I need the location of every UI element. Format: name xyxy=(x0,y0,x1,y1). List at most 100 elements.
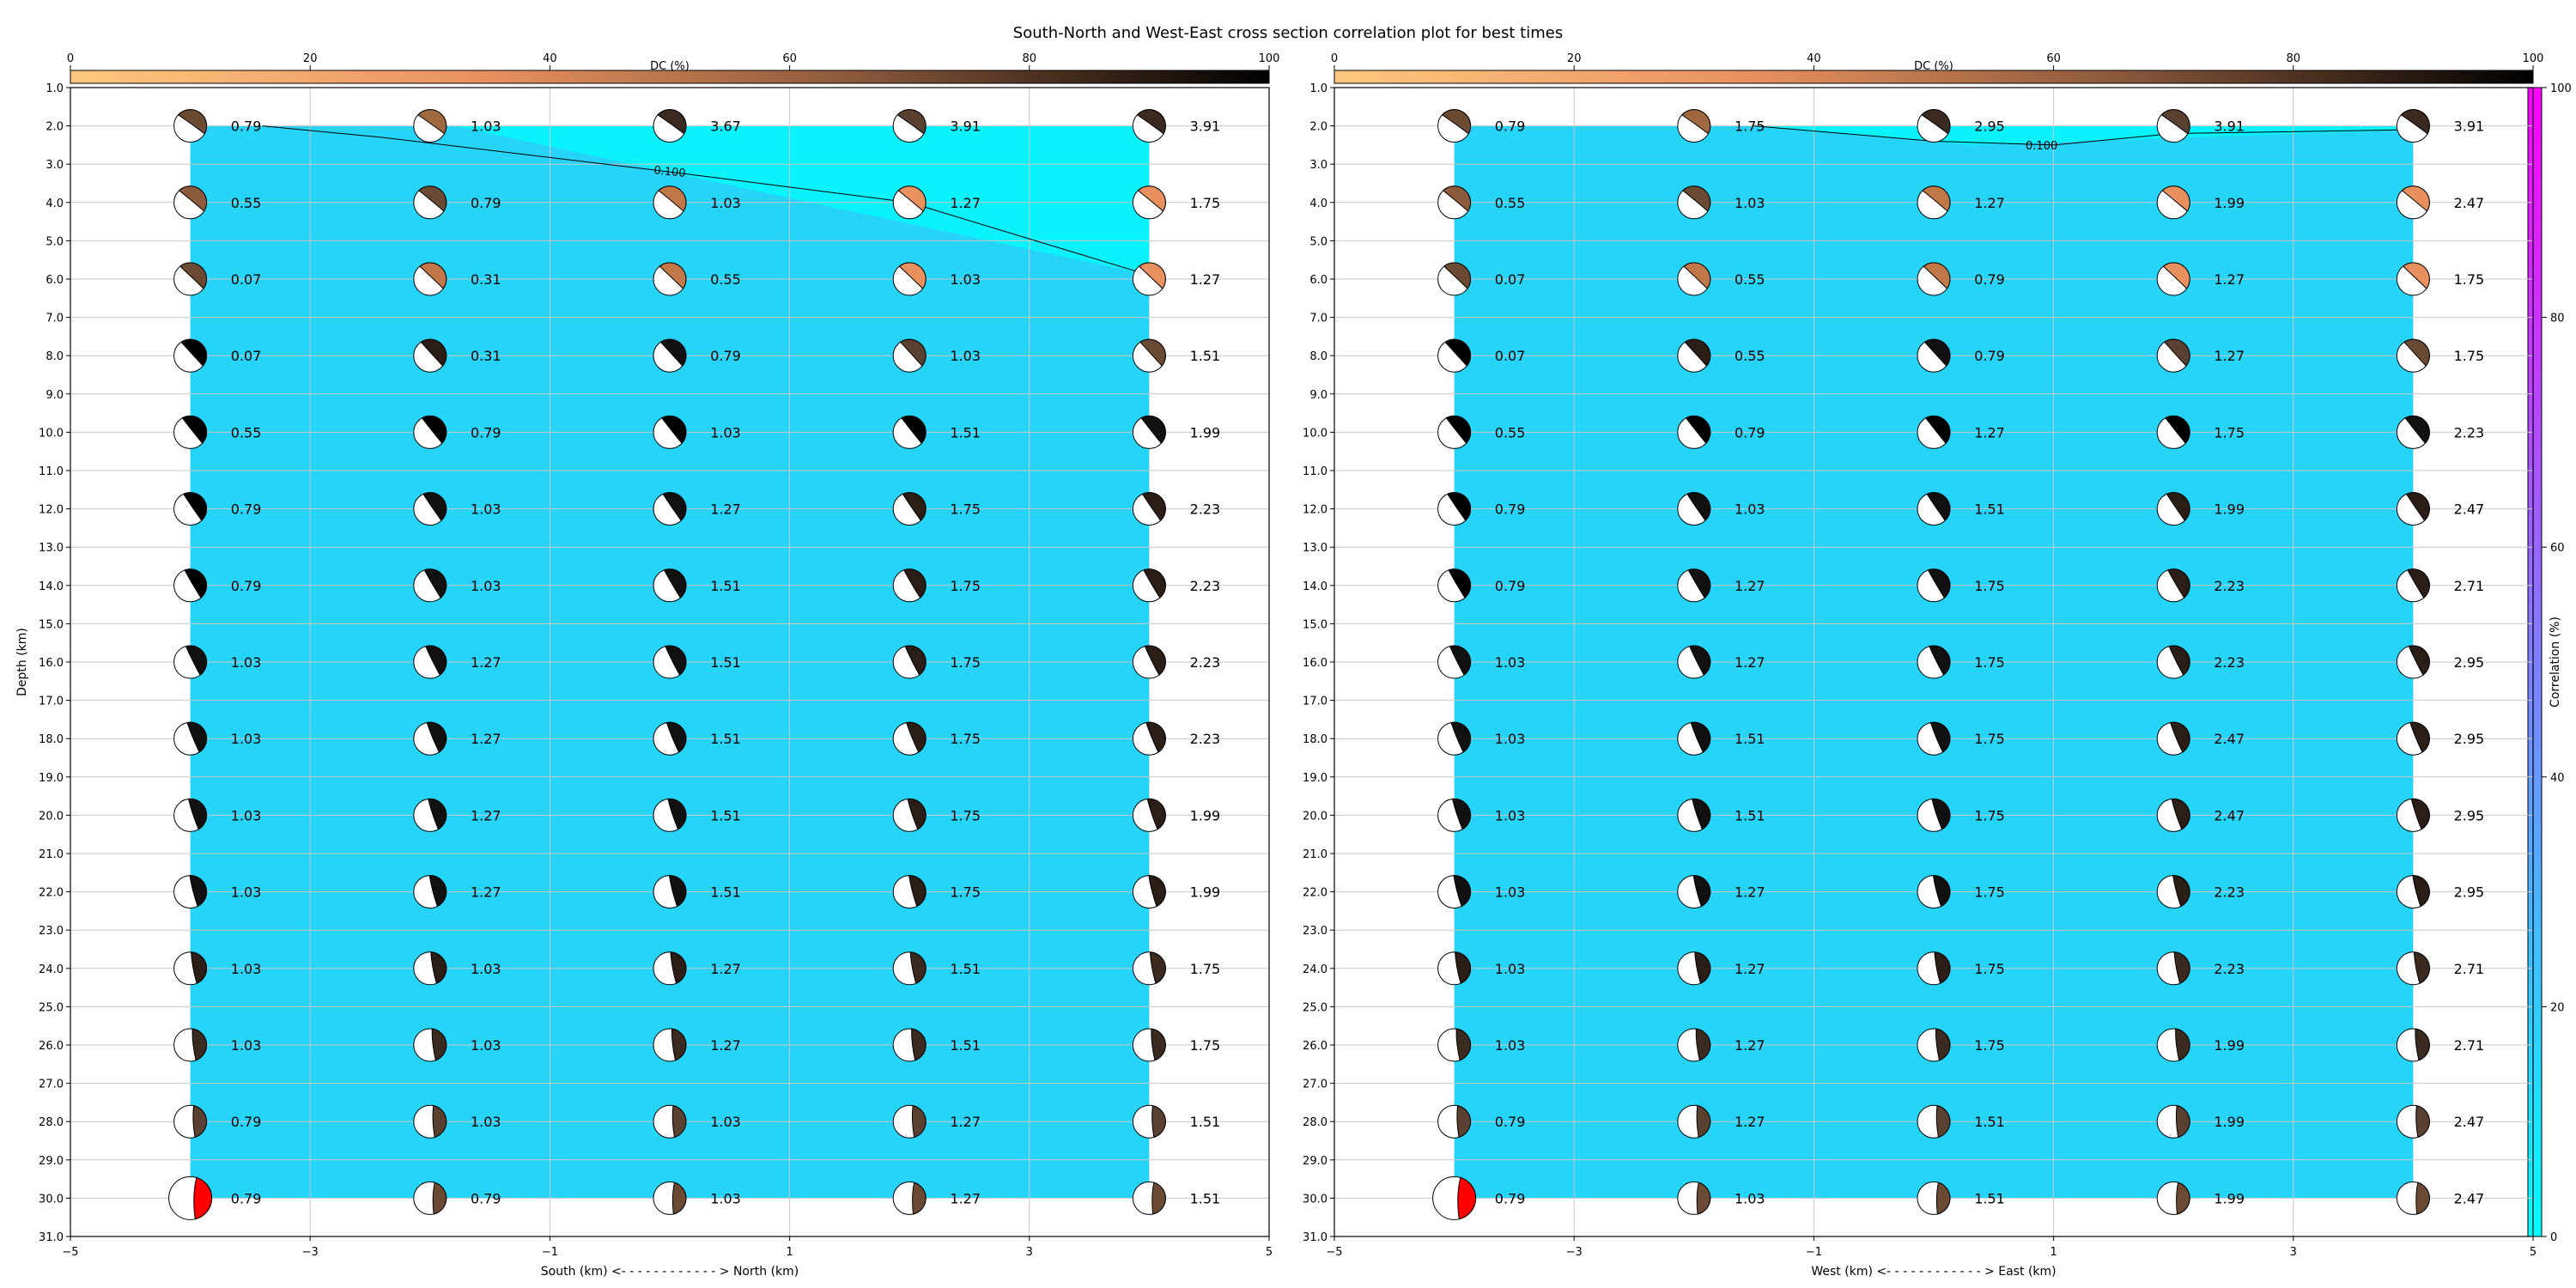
focal-mechanism xyxy=(653,185,687,220)
focal-mechanism-quadrant xyxy=(2165,415,2190,444)
data-label: 0.07 xyxy=(231,348,262,364)
focal-mechanism xyxy=(1437,109,1472,143)
y-tick-label: 18.0 xyxy=(1303,733,1327,746)
data-label: 1.27 xyxy=(471,807,501,823)
focal-mechanism-quadrant xyxy=(191,1028,208,1061)
data-label: 2.47 xyxy=(2454,501,2485,518)
focal-mechanism xyxy=(653,109,687,143)
dc-tick-label: 20 xyxy=(1567,52,1582,65)
focal-mechanism xyxy=(413,951,447,986)
focal-mechanism-quadrant xyxy=(905,721,927,753)
dc-colorbar-left: DC (%) 0 20 40 60 80 100 xyxy=(67,52,1279,84)
y-tick-label: 17.0 xyxy=(1303,696,1327,708)
focal-mechanism-quadrant xyxy=(2161,185,2190,212)
data-label: 1.75 xyxy=(1974,654,2005,671)
focal-mechanism-quadrant xyxy=(1922,185,1951,212)
y-tick-label: 4.0 xyxy=(1309,197,1327,210)
focal-mechanism xyxy=(1917,338,1951,373)
y-tick-label: 14.0 xyxy=(39,580,64,593)
data-label: 1.51 xyxy=(710,654,741,671)
correlation-tick-label: 80 xyxy=(2550,313,2565,325)
focal-mechanism-quadrant xyxy=(1445,415,1472,444)
data-label: 1.75 xyxy=(950,578,981,594)
focal-mechanism xyxy=(1132,875,1166,909)
focal-mechanism-quadrant xyxy=(912,1182,927,1215)
contour-0-100: 0.100 xyxy=(1753,125,2414,153)
data-label: 1.75 xyxy=(1974,1037,2005,1054)
data-label: 1.27 xyxy=(1735,654,1765,671)
data-label: 2.23 xyxy=(2214,884,2245,901)
y-axis-label: Depth (km) xyxy=(15,628,29,696)
focal-mechanism-quadrant xyxy=(1690,721,1711,753)
focal-mechanism-quadrant xyxy=(417,109,447,135)
y-tick-label: 22.0 xyxy=(39,887,64,900)
focal-mechanism xyxy=(2396,568,2430,603)
focal-mechanism xyxy=(2156,951,2190,986)
data-label: 1.03 xyxy=(471,1114,501,1130)
focal-mechanism-quadrant xyxy=(2160,109,2190,135)
focal-mechanism xyxy=(413,875,447,909)
data-label: 2.23 xyxy=(2454,424,2485,440)
contour-0-100: 0.100 xyxy=(262,125,1150,276)
data-label: 1.03 xyxy=(231,654,262,671)
focal-mechanism-quadrant xyxy=(911,1105,927,1139)
data-label: 1.27 xyxy=(471,731,501,747)
focal-mechanism xyxy=(1437,798,1472,832)
focal-mechanism xyxy=(413,338,447,373)
data-label: 1.03 xyxy=(231,884,262,901)
focal-mechanism-quadrant xyxy=(1696,1105,1711,1139)
focal-mechanism xyxy=(1677,492,1711,526)
focal-mechanism xyxy=(1132,798,1166,832)
focal-mechanism xyxy=(892,568,927,603)
focal-mechanism-quadrant xyxy=(182,492,208,521)
focal-mechanism xyxy=(1132,1181,1166,1215)
dc-tick-label: 100 xyxy=(2523,52,2544,65)
focal-mechanism xyxy=(1132,721,1166,756)
focal-mechanism-quadrant xyxy=(1442,185,1472,212)
focal-mechanism xyxy=(413,645,447,679)
focal-mechanism xyxy=(653,1028,687,1062)
correlation-tick-label: 40 xyxy=(2550,772,2565,785)
y-tick-label: 8.0 xyxy=(1309,350,1327,363)
focal-mechanism-quadrant xyxy=(1695,1028,1711,1061)
data-label: 2.23 xyxy=(1190,731,1221,747)
data-label: 1.03 xyxy=(471,1037,501,1054)
y-tick-label: 20.0 xyxy=(1303,810,1327,823)
focal-mechanism xyxy=(1132,951,1166,986)
data-label: 0.79 xyxy=(231,1114,262,1130)
focal-mechanism xyxy=(2396,262,2430,296)
data-label: 2.95 xyxy=(2454,807,2485,823)
y-tick-label: 25.0 xyxy=(1303,1001,1327,1014)
focal-mechanism xyxy=(173,415,208,449)
data-label: 1.27 xyxy=(2214,271,2245,288)
data-label: 0.79 xyxy=(710,348,741,364)
focal-mechanism-quadrant xyxy=(2162,262,2190,289)
data-label: 0.79 xyxy=(1495,118,1526,135)
focal-mechanism-quadrant xyxy=(421,415,447,444)
focal-mechanism-quadrant xyxy=(2173,951,2190,984)
focal-mechanism-quadrant xyxy=(1139,338,1166,367)
focal-mechanism-quadrant xyxy=(419,262,447,289)
focal-mechanism xyxy=(2396,1028,2430,1062)
data-label: 2.47 xyxy=(2214,731,2245,747)
y-tick-label: 30.0 xyxy=(1303,1193,1327,1206)
focal-mechanism-quadrant xyxy=(1696,1182,1711,1215)
focal-mechanism-quadrant xyxy=(1443,262,1472,289)
focal-mechanism-quadrant xyxy=(1935,1105,1951,1139)
focal-mechanism-quadrant xyxy=(2175,1028,2190,1061)
focal-mechanism-quadrant xyxy=(177,109,208,135)
data-label: 1.03 xyxy=(1495,884,1526,901)
focal-mechanism xyxy=(413,798,447,832)
focal-mechanism-quadrant xyxy=(1151,1105,1166,1139)
data-label: 1.03 xyxy=(710,424,741,440)
focal-mechanism-quadrant xyxy=(1685,415,1711,444)
focal-mechanism xyxy=(2396,951,2430,986)
y-tick-label: 6.0 xyxy=(46,274,64,287)
data-label: 2.23 xyxy=(1190,654,1221,671)
focal-mechanism xyxy=(168,1176,213,1220)
data-label: 2.47 xyxy=(2454,1190,2485,1206)
y-tick-label: 13.0 xyxy=(1303,542,1327,555)
focal-mechanism-quadrant xyxy=(902,568,927,598)
y-tick-label: 28.0 xyxy=(39,1116,64,1129)
